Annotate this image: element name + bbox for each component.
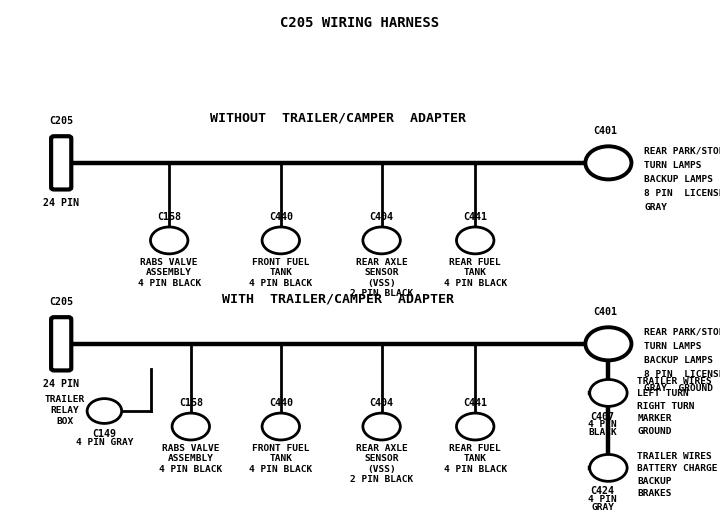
Text: RABS VALVE: RABS VALVE: [162, 444, 220, 453]
Text: C440: C440: [269, 398, 293, 408]
Text: FRONT FUEL: FRONT FUEL: [252, 258, 310, 267]
Text: REAR AXLE: REAR AXLE: [356, 258, 408, 267]
Circle shape: [150, 227, 188, 254]
Text: RIGHT TURN: RIGHT TURN: [637, 402, 695, 411]
FancyBboxPatch shape: [51, 317, 71, 370]
Text: 4 PIN BLACK: 4 PIN BLACK: [444, 279, 507, 287]
Text: C441: C441: [463, 212, 487, 222]
Circle shape: [585, 327, 631, 360]
Text: ASSEMBLY: ASSEMBLY: [146, 268, 192, 277]
Circle shape: [585, 146, 631, 179]
Text: GRAY: GRAY: [644, 203, 667, 212]
Text: 4 PIN: 4 PIN: [588, 420, 617, 429]
Text: REAR FUEL: REAR FUEL: [449, 444, 501, 453]
Text: TANK: TANK: [464, 268, 487, 277]
Text: WITHOUT  TRAILER/CAMPER  ADAPTER: WITHOUT TRAILER/CAMPER ADAPTER: [210, 111, 467, 124]
Text: C205 WIRING HARNESS: C205 WIRING HARNESS: [280, 16, 440, 31]
Circle shape: [590, 454, 627, 481]
Text: 4 PIN BLACK: 4 PIN BLACK: [249, 279, 312, 287]
Text: SENSOR: SENSOR: [364, 268, 399, 277]
Text: FRONT FUEL: FRONT FUEL: [252, 444, 310, 453]
Text: REAR PARK/STOP: REAR PARK/STOP: [644, 328, 720, 337]
Text: 4 PIN GRAY: 4 PIN GRAY: [76, 438, 133, 447]
Text: TRAILER WIRES: TRAILER WIRES: [637, 377, 712, 386]
Text: C158: C158: [157, 212, 181, 222]
Text: BLACK: BLACK: [588, 428, 617, 437]
Circle shape: [172, 413, 210, 440]
Text: C440: C440: [269, 212, 293, 222]
Circle shape: [262, 227, 300, 254]
Text: (VSS): (VSS): [367, 279, 396, 287]
Text: MARKER: MARKER: [637, 414, 672, 423]
Text: C404: C404: [369, 398, 394, 408]
Text: REAR PARK/STOP: REAR PARK/STOP: [644, 147, 720, 156]
Text: C404: C404: [369, 212, 394, 222]
Text: TANK: TANK: [269, 268, 292, 277]
Text: 4 PIN BLACK: 4 PIN BLACK: [249, 465, 312, 474]
Text: SENSOR: SENSOR: [364, 454, 399, 463]
Circle shape: [456, 413, 494, 440]
Text: 4 PIN BLACK: 4 PIN BLACK: [159, 465, 222, 474]
Text: RELAY: RELAY: [50, 406, 79, 415]
Text: TANK: TANK: [269, 454, 292, 463]
FancyBboxPatch shape: [51, 136, 71, 189]
Text: C205: C205: [49, 116, 73, 126]
Text: 8 PIN  LICENSE LAMPS: 8 PIN LICENSE LAMPS: [644, 189, 720, 198]
Text: C158: C158: [179, 398, 203, 408]
Text: 4 PIN BLACK: 4 PIN BLACK: [138, 279, 201, 287]
Text: C401: C401: [593, 126, 617, 136]
Text: LEFT TURN: LEFT TURN: [637, 389, 689, 399]
Circle shape: [262, 413, 300, 440]
Text: C407: C407: [590, 412, 615, 421]
Text: RABS VALVE: RABS VALVE: [140, 258, 198, 267]
Text: BACKUP: BACKUP: [637, 477, 672, 486]
Circle shape: [590, 379, 627, 406]
Text: (VSS): (VSS): [367, 465, 396, 474]
Text: 8 PIN  LICENSE LAMPS: 8 PIN LICENSE LAMPS: [644, 370, 720, 379]
Text: BOX: BOX: [56, 417, 73, 426]
Text: TRAILER WIRES: TRAILER WIRES: [637, 452, 712, 461]
Circle shape: [363, 227, 400, 254]
Text: 24 PIN: 24 PIN: [43, 198, 79, 208]
Text: 24 PIN: 24 PIN: [43, 379, 79, 389]
Text: 4 PIN: 4 PIN: [588, 495, 617, 504]
Text: ASSEMBLY: ASSEMBLY: [168, 454, 214, 463]
Circle shape: [456, 227, 494, 254]
Text: C149: C149: [92, 429, 117, 438]
Text: BATTERY CHARGE: BATTERY CHARGE: [637, 464, 718, 474]
Text: TURN LAMPS: TURN LAMPS: [644, 342, 702, 351]
Text: TRAILER: TRAILER: [45, 395, 85, 404]
Text: TANK: TANK: [464, 454, 487, 463]
Circle shape: [87, 399, 122, 423]
Text: REAR FUEL: REAR FUEL: [449, 258, 501, 267]
Text: BACKUP LAMPS: BACKUP LAMPS: [644, 175, 714, 184]
Text: GROUND: GROUND: [637, 427, 672, 436]
Text: 2 PIN BLACK: 2 PIN BLACK: [350, 289, 413, 298]
Text: C401: C401: [593, 307, 617, 317]
Text: C441: C441: [463, 398, 487, 408]
Text: REAR AXLE: REAR AXLE: [356, 444, 408, 453]
Text: 4 PIN BLACK: 4 PIN BLACK: [444, 465, 507, 474]
Text: GRAY: GRAY: [591, 503, 614, 512]
Text: GRAY  GROUND: GRAY GROUND: [644, 384, 714, 393]
Text: BACKUP LAMPS: BACKUP LAMPS: [644, 356, 714, 365]
Text: TURN LAMPS: TURN LAMPS: [644, 161, 702, 170]
Text: BRAKES: BRAKES: [637, 489, 672, 498]
Text: WITH  TRAILER/CAMPER  ADAPTER: WITH TRAILER/CAMPER ADAPTER: [222, 292, 454, 305]
Text: C424: C424: [590, 486, 615, 496]
Circle shape: [363, 413, 400, 440]
Text: C205: C205: [49, 297, 73, 307]
Text: 2 PIN BLACK: 2 PIN BLACK: [350, 475, 413, 484]
